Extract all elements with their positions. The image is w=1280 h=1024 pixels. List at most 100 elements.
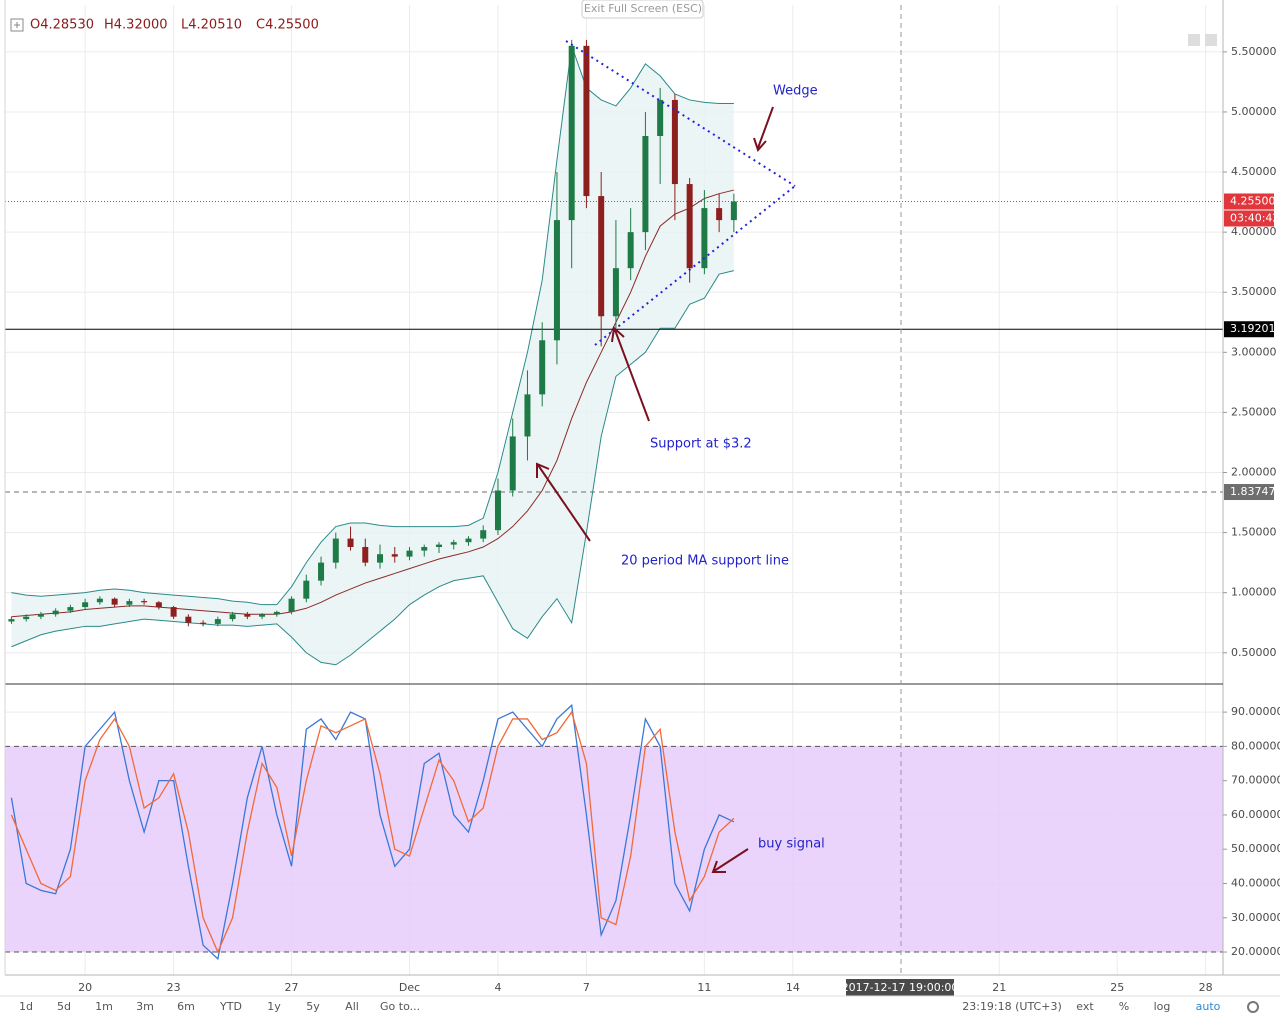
candle-body [421,546,428,551]
option-button[interactable]: auto [1196,1000,1221,1013]
range-button[interactable]: 5d [57,1000,71,1013]
clock: 23:19:18 (UTC+3) [962,1000,1062,1013]
candle-body [67,607,74,611]
arrows [536,106,774,873]
candle-body [82,602,89,608]
candle-body [686,184,693,269]
candle-body [524,394,531,437]
exit-button[interactable] [581,0,704,19]
candle-body [303,580,310,599]
annotation: 20 period MA support line [621,554,789,569]
range-button[interactable]: 6m [177,1000,195,1013]
candle-body [23,616,30,620]
candle-body [185,616,192,623]
band-fill [5,746,1223,953]
candle-body [539,340,546,395]
candle-body [332,538,339,563]
candle-body [391,554,398,557]
candle-body [273,611,280,615]
ohlc-high: H4.32000 [104,18,168,33]
candle-body [8,619,15,622]
icon[interactable] [1205,34,1217,46]
arrow-head [611,326,625,343]
candle-body [465,538,472,543]
candle-body [612,268,619,317]
range-button[interactable]: 1d [19,1000,33,1013]
candle-body [701,208,708,269]
y-tick-label: 4.50000 [1231,165,1277,178]
x-tick-label: 4 [494,981,501,994]
option-button[interactable]: log [1154,1000,1171,1013]
range-button[interactable]: 1m [95,1000,113,1013]
option-button[interactable]: ext [1076,1000,1094,1013]
candle-body [259,614,266,617]
arrow-head [753,137,767,152]
y-tick-label: 90.00000 [1231,705,1280,718]
arrow [713,848,749,872]
candle-body [37,614,44,617]
candle-body [450,542,457,545]
ohlc-close: C4.25500 [256,18,319,33]
y-tick-label: 1.00000 [1231,586,1277,599]
x-tick-label: 27 [285,981,299,994]
arrow [757,106,774,149]
candle-body [598,196,605,317]
candle-body [52,610,59,615]
band-upper [11,45,734,606]
candle-body [318,562,325,581]
candle-body [716,208,723,221]
y-tick-label: 20.00000 [1231,945,1280,958]
y-tick-label: 2.50000 [1231,405,1277,418]
x-tick-label: 11 [697,981,711,994]
y-tick-label: 5.50000 [1231,45,1277,58]
arrow-head [711,860,726,873]
option-button[interactable]: % [1119,1000,1129,1013]
range-button[interactable]: 1y [267,1000,281,1013]
candle-body [642,135,649,233]
goto-button[interactable]: Go to... [380,1000,420,1013]
x-tick-label: 20 [78,981,92,994]
band-lower [11,270,734,666]
exit-button-label[interactable]: Exit Full Screen (ESC) [584,2,702,15]
annotation: buy signal [758,837,825,852]
candle-body [377,554,384,563]
timer-label: 03:40:42 [1230,211,1279,224]
y-tick-label: 80.00000 [1231,739,1280,752]
annotation: Support at $3.2 [650,437,752,452]
candle-body [509,436,516,491]
band-fill [11,45,734,665]
range-button[interactable]: 3m [136,1000,154,1013]
crosshair-label: 2017-12-17 19:00:00 [842,981,959,994]
ohlc-open: O4.28530 [30,18,94,33]
settings-icon[interactable] [1247,1001,1259,1013]
candle-body [730,201,737,221]
toolbar: 1d 5d 1m 3m 6m YTD 1y 5y All ext% log auto [19,1000,1221,1013]
x-tick-label: 28 [1199,981,1213,994]
range-button[interactable]: All [345,1000,359,1013]
x-tick-label: 23 [167,981,181,994]
candle-body [494,490,501,531]
candle-body [126,601,133,605]
candle-body [96,598,103,603]
collapse-icon[interactable] [10,18,24,32]
price-tag [1224,321,1274,338]
candle-body [553,220,560,341]
range-button[interactable]: 5y [306,1000,320,1013]
arrow [614,329,650,422]
timer-tag [1224,210,1274,227]
arrow-head [536,462,550,478]
candle-body [244,614,251,617]
annotation: Wedge [773,84,818,99]
x-tick-label: 25 [1110,981,1124,994]
icon[interactable] [1188,34,1200,46]
y-tick-label: 3.50000 [1231,285,1277,298]
y-tick-label: 5.00000 [1231,105,1277,118]
price-tag-label: 4.25500 [1230,194,1276,207]
x-tick-label: 7 [583,981,590,994]
x-tick-label: 21 [992,981,1006,994]
y-tick-label: 30.00000 [1231,911,1280,924]
y-tick-label: 60.00000 [1231,808,1280,821]
range-button[interactable]: YTD [219,1000,242,1013]
candle-body [347,538,354,547]
